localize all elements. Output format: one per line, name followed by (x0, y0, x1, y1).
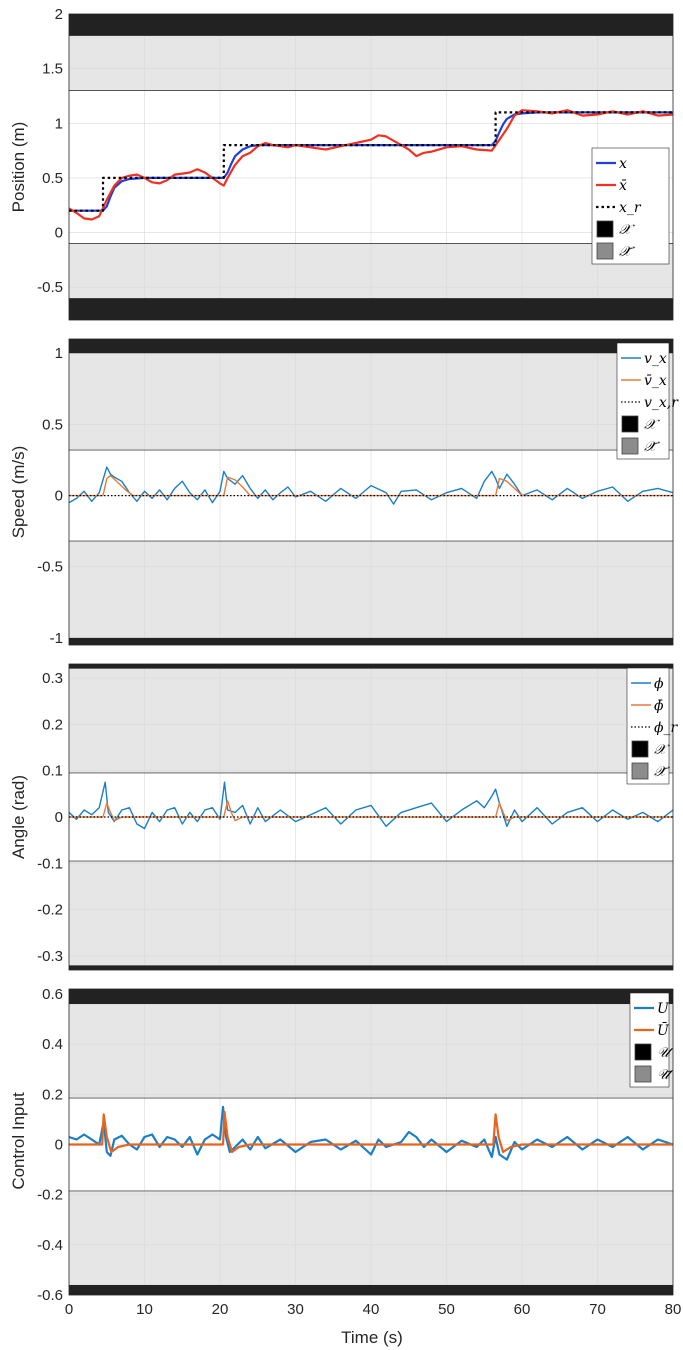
axes-frame (68, 13, 674, 321)
legend: x x̄ x_r 𝒳 𝒳̄ (591, 147, 670, 265)
hard-region-lower (69, 637, 673, 645)
xtick-label: 50 (438, 1301, 455, 1318)
legend-swatch-soft (631, 762, 649, 780)
legend-label: 𝒳̄ (619, 244, 635, 260)
xtick-label: 70 (589, 1301, 606, 1318)
ytick-label: 0.5 (42, 170, 63, 187)
ylabel-speed: Speed (m/s) (9, 446, 28, 539)
ytick-label: -0.5 (37, 279, 63, 296)
ytick-label: 0 (55, 488, 63, 505)
xtick-label: 60 (514, 1301, 531, 1318)
ytick-label: 0 (55, 1137, 63, 1154)
ytick-label: -0.3 (37, 948, 63, 965)
ytick-label: 0.2 (42, 1086, 63, 1103)
legend-label: ϕ̄ (654, 698, 664, 714)
axes-frame (68, 338, 674, 646)
panel-speed: Speed (m/s) 1 0.5 0 -0.5 -1 v_x v̄_x v_x,r 𝒳 𝒳̄ (9, 338, 679, 647)
legend-label: ϕ (654, 676, 664, 692)
xtick-label: 10 (136, 1301, 153, 1318)
ytick-label: -0.4 (37, 1237, 63, 1254)
ytick-label: 0 (55, 809, 63, 826)
hard-region-lower (69, 965, 673, 970)
ytick-label: -1 (50, 630, 63, 647)
ytick-label: 0.2 (42, 716, 63, 733)
ytick-label: 0.5 (42, 416, 63, 433)
axes-frame (68, 663, 674, 971)
legend-label: v_x (644, 351, 667, 367)
ytick-label: 1 (55, 115, 63, 132)
hard-region-upper (69, 339, 673, 354)
series-line-0 (69, 466, 673, 505)
ytick-label: -0.5 (37, 559, 63, 576)
series-group (69, 109, 673, 221)
ytick-label: 0.3 (42, 670, 63, 687)
ytick-label: -0.2 (37, 1187, 63, 1204)
hard-region-lower (69, 1284, 673, 1295)
series-group (69, 781, 673, 830)
series-line-1 (69, 1110, 673, 1154)
ytick-label: 0 (55, 225, 63, 242)
legend-swatch-soft (596, 242, 614, 260)
ytick-label: 0.6 (42, 986, 63, 1003)
panel-position: Position (m) 2 1.5 1 0.5 0 -0.5 x x̄ x_r 𝒳 𝒳̄ (9, 6, 674, 321)
panel-angle: Angle (rad) 0.3 0.2 0.1 0 -0.1 -0.2 -0.3 ϕ ϕ̄ ϕ_r… (9, 663, 679, 971)
xlabel-time: Time (s) (341, 1328, 403, 1347)
hard-region-upper (69, 664, 673, 669)
legend-label: 𝒳 (644, 417, 660, 433)
legend-label: x_r (619, 200, 642, 216)
legend-swatch-hard (596, 220, 614, 238)
ytick-label: 1 (55, 345, 63, 362)
xtick-label: 0 (65, 1301, 73, 1318)
ytick-label: 0.1 (42, 763, 63, 780)
series-line-0 (69, 781, 673, 830)
ylabel-angle: Angle (rad) (9, 775, 28, 859)
legend-swatch-soft (634, 1065, 652, 1083)
xtick-label: 40 (363, 1301, 380, 1318)
hard-region-lower (69, 298, 673, 320)
series-group (69, 1105, 673, 1161)
series-line-1 (69, 474, 673, 497)
legend-label: v_x,r (644, 395, 679, 411)
legend-label: ϕ_r (654, 720, 679, 736)
xtick-label: 80 (665, 1301, 682, 1318)
ytick-label: 2 (55, 6, 63, 23)
legend-swatch-hard (621, 415, 639, 433)
hard-region-upper (69, 14, 673, 36)
legend-label: x̄ (619, 178, 627, 194)
legend-label: 𝒳̄ (644, 439, 660, 455)
series-group (69, 466, 673, 505)
xtick-label: 20 (212, 1301, 229, 1318)
axes-frame (68, 988, 674, 1296)
ytick-label: -0.6 (37, 1287, 63, 1304)
ytick-label: 0.4 (42, 1036, 63, 1053)
legend-label: Ū (657, 1021, 670, 1039)
legend: v_x v̄_x v_x,r 𝒳 𝒳̄ (616, 342, 679, 460)
ytick-label: 1.5 (42, 61, 63, 78)
legend-label: v̄_x (644, 373, 667, 389)
legend-swatch-hard (634, 1043, 652, 1061)
legend-label: 𝒳̄ (654, 764, 670, 780)
legend-swatch-soft (621, 437, 639, 455)
legend-label: U (657, 1001, 670, 1017)
xtick-label: 30 (287, 1301, 304, 1318)
series-line-2 (69, 111, 673, 212)
ytick-label: -0.2 (37, 902, 63, 919)
ylabel-control: Control Input (9, 1092, 28, 1190)
hard-region-upper (69, 989, 673, 1005)
ytick-label: -0.1 (37, 855, 63, 872)
panel-control: Control Input 0.60.40.20-0.2-0.4-0.60 10 2… (9, 986, 681, 1318)
legend-swatch-hard (631, 740, 649, 758)
ylabel-position: Position (m) (9, 122, 28, 213)
series-line-1 (69, 800, 673, 822)
legend-label: 𝒳 (619, 222, 635, 238)
legend-label: 𝒳 (654, 742, 670, 758)
legend-label: x (619, 156, 627, 172)
legend: ϕ ϕ̄ ϕ_r 𝒳 𝒳̄ (626, 667, 679, 785)
